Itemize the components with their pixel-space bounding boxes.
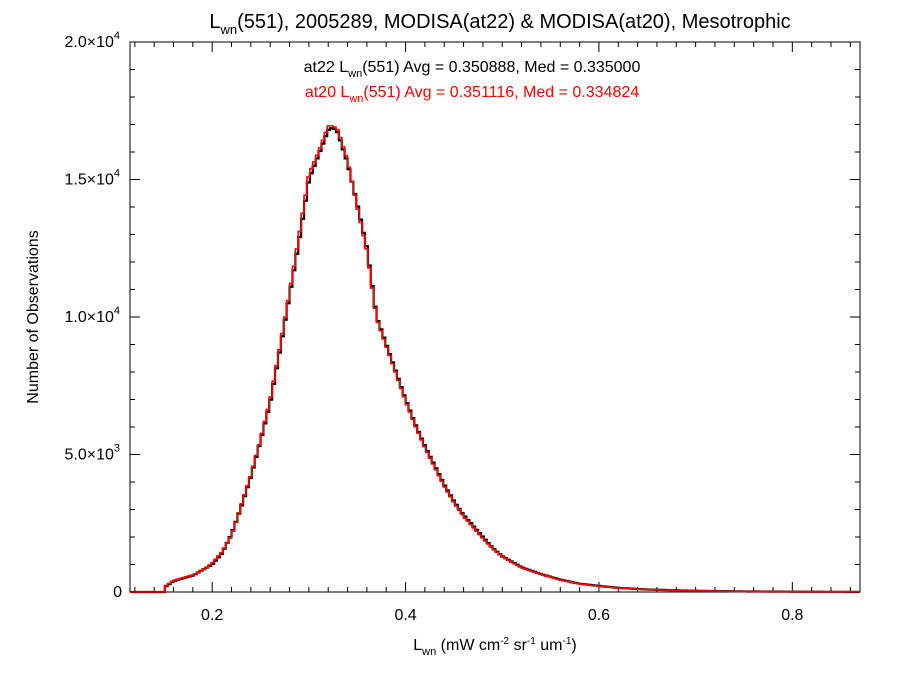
annotation-at22: at22 Lwn(551) Avg = 0.350888, Med = 0.33… [304,59,641,80]
series-layer [130,125,860,594]
y-axis-label: Number of Observations [25,230,42,403]
x-tick-label: 0.6 [588,607,610,624]
chart-title: Lwn(551), 2005289, MODISA(at22) & MODISA… [209,11,790,37]
y-tick-label: 1.0×104 [64,305,120,326]
axis-ticks: 0.2 0.4 0.6 0.8 0 5.0×103 1.0×104 1.5×104 2.0×10… [64,30,860,624]
annotation-at20: at20 Lwn(551) Avg = 0.351116, Med = 0.33… [305,84,639,105]
y-tick-label: 0 [113,584,122,601]
y-tick-label: 2.0×104 [64,30,120,51]
y-tick-label: 5.0×103 [64,443,120,464]
series-line-at22 [130,126,860,594]
x-tick-label: 0.8 [781,607,803,624]
x-axis-label: Lwn (mW cm-2 sr-1 um-1) [413,636,576,658]
chart-title-subscript: wn [219,22,237,37]
y-tick-label: 1.5×104 [64,168,120,189]
x-tick-label: 0.2 [201,607,223,624]
x-tick-label: 0.4 [394,607,416,624]
series-line-at20 [130,125,860,593]
